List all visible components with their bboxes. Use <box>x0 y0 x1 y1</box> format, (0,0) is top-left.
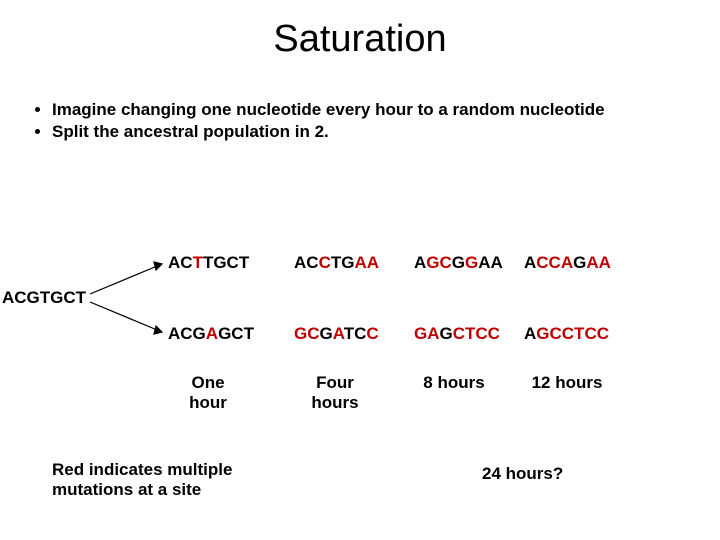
ancestor-sequence: ACGTGCT <box>2 288 86 308</box>
nucleotide-run: A <box>333 324 344 343</box>
branch-arrow-down <box>90 300 170 338</box>
nucleotide-run: AC <box>168 253 193 272</box>
nucleotide-run: A <box>524 324 536 343</box>
seq-r1-c2: ACCTGAA <box>294 253 379 273</box>
seq-r1-c3: AGCGGAA <box>414 253 503 273</box>
nucleotide-run: G <box>440 324 453 343</box>
bullet-list: Imagine changing one nucleotide every ho… <box>52 100 672 145</box>
seq-r2-c1: ACGAGCT <box>168 324 254 344</box>
nucleotide-run: GC <box>294 324 320 343</box>
nucleotide-run: AC <box>294 253 319 272</box>
nucleotide-run: G <box>452 253 465 272</box>
branch-arrow-up <box>90 258 170 296</box>
slide: Saturation Imagine changing one nucleoti… <box>0 0 720 540</box>
time-label-3: 8 hours <box>414 373 494 393</box>
seq-r1-c4: ACCAGAA <box>524 253 611 273</box>
nucleotide-run: T <box>193 253 203 272</box>
nucleotide-run: AA <box>478 253 503 272</box>
time-label-4: 12 hours <box>522 373 612 393</box>
nucleotide-run: G <box>573 253 586 272</box>
nucleotide-run: GC <box>426 253 452 272</box>
nucleotide-run: AA <box>586 253 611 272</box>
nucleotide-run: A <box>206 324 218 343</box>
seq-r2-c4: AGCCTCC <box>524 324 609 344</box>
time-label-1: One hour <box>178 373 238 413</box>
nucleotide-run: GCCTCC <box>536 324 609 343</box>
seq-r2-c2: GCGATCC <box>294 324 379 344</box>
nucleotide-run: GCT <box>218 324 254 343</box>
nucleotide-run: A <box>414 253 426 272</box>
nucleotide-run: ACG <box>168 324 206 343</box>
nucleotide-run: C <box>366 324 378 343</box>
nucleotide-run: TGCT <box>203 253 249 272</box>
time-label-2: Four hours <box>300 373 370 413</box>
nucleotide-run: A <box>524 253 536 272</box>
nucleotide-run: AA <box>354 253 379 272</box>
nucleotide-run: TG <box>331 253 355 272</box>
nucleotide-run: TC <box>344 324 367 343</box>
bullet-item: Split the ancestral population in 2. <box>52 122 672 142</box>
bullet-item: Imagine changing one nucleotide every ho… <box>52 100 672 120</box>
nucleotide-run: G <box>320 324 333 343</box>
nucleotide-run: GA <box>414 324 440 343</box>
nucleotide-run: CTCC <box>453 324 500 343</box>
page-title: Saturation <box>0 18 720 61</box>
question-24h: 24 hours? <box>482 464 563 484</box>
seq-r1-c1: ACTTGCT <box>168 253 249 273</box>
footnote: Red indicates multiple mutations at a si… <box>52 460 302 501</box>
seq-r2-c3: GAGCTCC <box>414 324 500 344</box>
nucleotide-run: C <box>319 253 331 272</box>
nucleotide-run: CCA <box>536 253 573 272</box>
nucleotide-run: G <box>465 253 478 272</box>
